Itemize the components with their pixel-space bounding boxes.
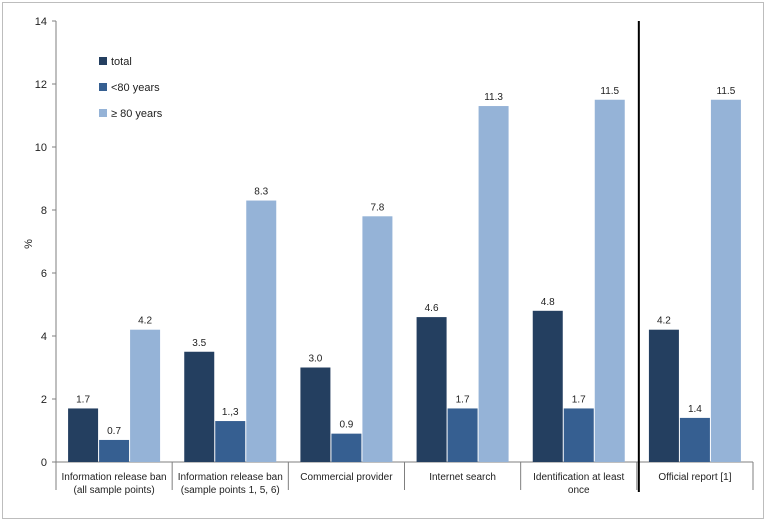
bar: [594, 99, 625, 462]
bar: [300, 367, 331, 462]
data-label: 3.0: [308, 354, 322, 365]
data-label: 8.3: [254, 187, 268, 198]
y-tick-label: 12: [35, 79, 47, 91]
bar: [99, 439, 130, 462]
y-tick-label: 4: [41, 331, 47, 343]
bar: [130, 329, 161, 462]
y-tick-label: 8: [41, 205, 47, 217]
data-label: 4.6: [425, 303, 439, 314]
x-category-label: Information release ban: [62, 472, 167, 483]
data-label: 4.2: [138, 316, 152, 327]
x-category-label: Internet search: [429, 472, 496, 483]
x-category-label: (sample points 1, 5, 6): [181, 485, 280, 496]
bar: [416, 317, 447, 462]
bar: [532, 310, 563, 462]
data-label: 1.7: [572, 394, 586, 405]
bar: [679, 417, 710, 462]
bar: [478, 106, 509, 463]
data-label: 7.8: [370, 202, 384, 213]
y-axis-label: %: [23, 239, 35, 249]
x-category-label: (all sample points): [74, 485, 155, 496]
legend-swatch: [99, 83, 107, 91]
legend-swatch: [99, 109, 107, 117]
bar: [710, 99, 741, 462]
x-category-label: Official report [1]: [658, 472, 731, 483]
x-category-label: Information release ban: [178, 472, 283, 483]
legend-label: total: [111, 56, 132, 68]
bar: [215, 421, 246, 462]
y-tick-label: 2: [41, 394, 47, 406]
data-label: 3.5: [192, 338, 206, 349]
bar: [447, 408, 478, 462]
y-tick-label: 10: [35, 142, 47, 154]
legend-swatch: [99, 57, 107, 65]
data-label: 4.2: [657, 316, 671, 327]
bar: [331, 433, 362, 462]
legend-label: ≥ 80 years: [111, 108, 163, 120]
data-label: 11.5: [600, 86, 619, 97]
legend-label: <80 years: [111, 82, 160, 94]
data-label: 1.,3: [222, 407, 239, 418]
data-label: 1.7: [76, 394, 90, 405]
bar: [362, 216, 393, 462]
data-label: 1.4: [688, 404, 702, 415]
y-tick-label: 14: [35, 16, 47, 28]
data-label: 11.5: [717, 86, 736, 97]
bar: [563, 408, 594, 462]
data-label: 11.3: [484, 92, 503, 103]
x-category-label: Commercial provider: [300, 472, 393, 483]
x-category-label: Identification at least: [533, 472, 624, 483]
data-label: 0.9: [339, 420, 353, 431]
data-label: 1.7: [456, 394, 470, 405]
y-tick-label: 6: [41, 268, 47, 280]
bar: [246, 200, 277, 463]
x-category-label: once: [568, 485, 590, 496]
data-label: 4.8: [541, 297, 555, 308]
bar: [648, 329, 679, 462]
bar: [184, 351, 215, 462]
data-label: 0.7: [107, 426, 121, 437]
y-tick-label: 0: [41, 457, 47, 469]
bar: [68, 408, 99, 462]
